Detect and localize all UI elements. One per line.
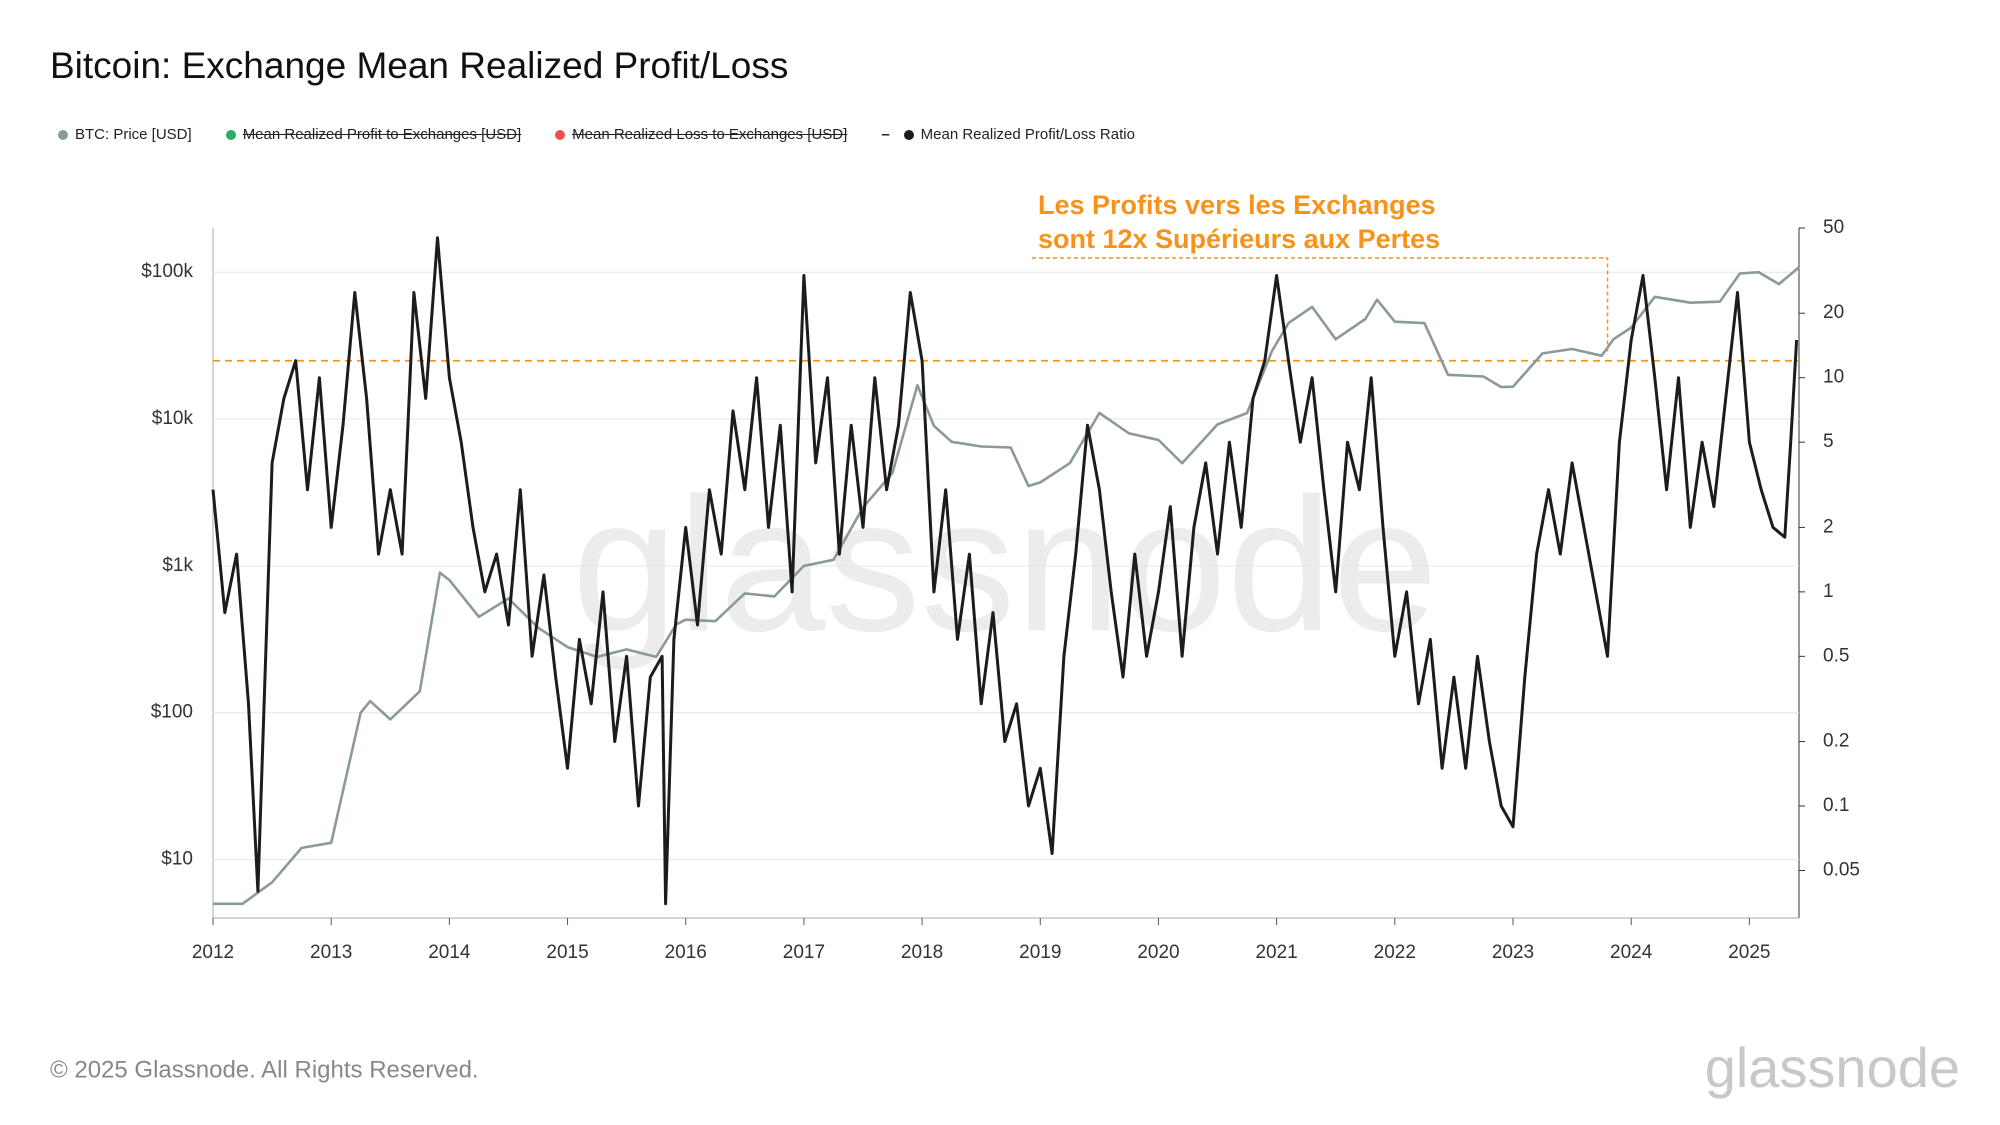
legend-label: Mean Realized Profit to Exchanges [USD] xyxy=(242,126,522,143)
legend-swatch xyxy=(555,129,566,140)
legend-entry[interactable]: BTC: Price [USD] xyxy=(58,126,192,143)
y2-tick-label: 0.05 xyxy=(1823,860,1860,881)
watermark: glassnode xyxy=(572,459,1438,671)
legend-swatch xyxy=(903,129,914,140)
legend-entry[interactable]: – Mean Realized Profit/Loss Ratio xyxy=(881,126,1135,143)
y-tick-label: $100k xyxy=(141,261,193,282)
legend-label: Mean Realized Loss to Exchanges [USD] xyxy=(572,126,848,143)
y2-tick-label: 20 xyxy=(1823,302,1844,323)
y-tick-label: $10k xyxy=(152,408,194,429)
series-line xyxy=(211,236,1799,906)
y-tick-label: $1k xyxy=(162,555,193,576)
legend-swatch xyxy=(225,129,236,140)
x-tick-label: 2018 xyxy=(901,942,943,963)
y2-tick-label: 10 xyxy=(1823,367,1844,388)
annotation-text: sont 12x Supérieurs aux Pertes xyxy=(1038,224,1440,254)
x-tick-label: 2021 xyxy=(1255,942,1297,963)
logo: glassnode xyxy=(1705,1036,1960,1099)
y2-tick-label: 50 xyxy=(1823,217,1844,238)
x-tick-label: 2017 xyxy=(783,942,825,963)
legend-entry[interactable]: Mean Realized Loss to Exchanges [USD] xyxy=(555,126,847,143)
y2-tick-label: 5 xyxy=(1823,431,1834,452)
legend-line-style: – xyxy=(881,126,890,143)
y2-tick-label: 0.5 xyxy=(1823,645,1849,666)
annotation-connector xyxy=(1032,257,1609,355)
y-tick-label: $100 xyxy=(151,702,193,723)
y2-tick-label: 0.2 xyxy=(1823,731,1849,752)
legend-label: Mean Realized Profit/Loss Ratio xyxy=(920,126,1135,143)
y-tick-label: $10 xyxy=(161,849,193,870)
x-tick-label: 2020 xyxy=(1137,942,1179,963)
y2-tick-label: 0.1 xyxy=(1823,795,1849,816)
x-tick-label: 2015 xyxy=(546,942,588,963)
legend-swatch xyxy=(58,129,68,140)
x-tick-label: 2019 xyxy=(1019,942,1061,963)
x-tick-label: 2013 xyxy=(310,942,352,963)
legend-label: BTC: Price [USD] xyxy=(75,126,192,143)
x-tick-label: 2022 xyxy=(1374,942,1416,963)
annotation-text: Les Profits vers les Exchanges xyxy=(1038,190,1436,220)
legend: BTC: Price [USD] Mean Realized Profit to … xyxy=(58,126,1169,143)
x-tick-label: 2012 xyxy=(192,942,234,963)
x-tick-label: 2016 xyxy=(665,942,707,963)
legend-entry[interactable]: Mean Realized Profit to Exchanges [USD] xyxy=(225,126,522,143)
y2-tick-label: 1 xyxy=(1823,581,1834,602)
x-tick-label: 2025 xyxy=(1728,942,1770,963)
x-tick-label: 2023 xyxy=(1492,942,1534,963)
copyright: © 2025 Glassnode. All Rights Reserved. xyxy=(50,1056,479,1083)
x-tick-label: 2014 xyxy=(428,942,471,963)
y2-tick-label: 2 xyxy=(1823,516,1834,537)
chart-title: Bitcoin: Exchange Mean Realized Profit/L… xyxy=(50,45,788,86)
x-tick-label: 2024 xyxy=(1610,942,1653,963)
series-line xyxy=(213,266,1800,906)
